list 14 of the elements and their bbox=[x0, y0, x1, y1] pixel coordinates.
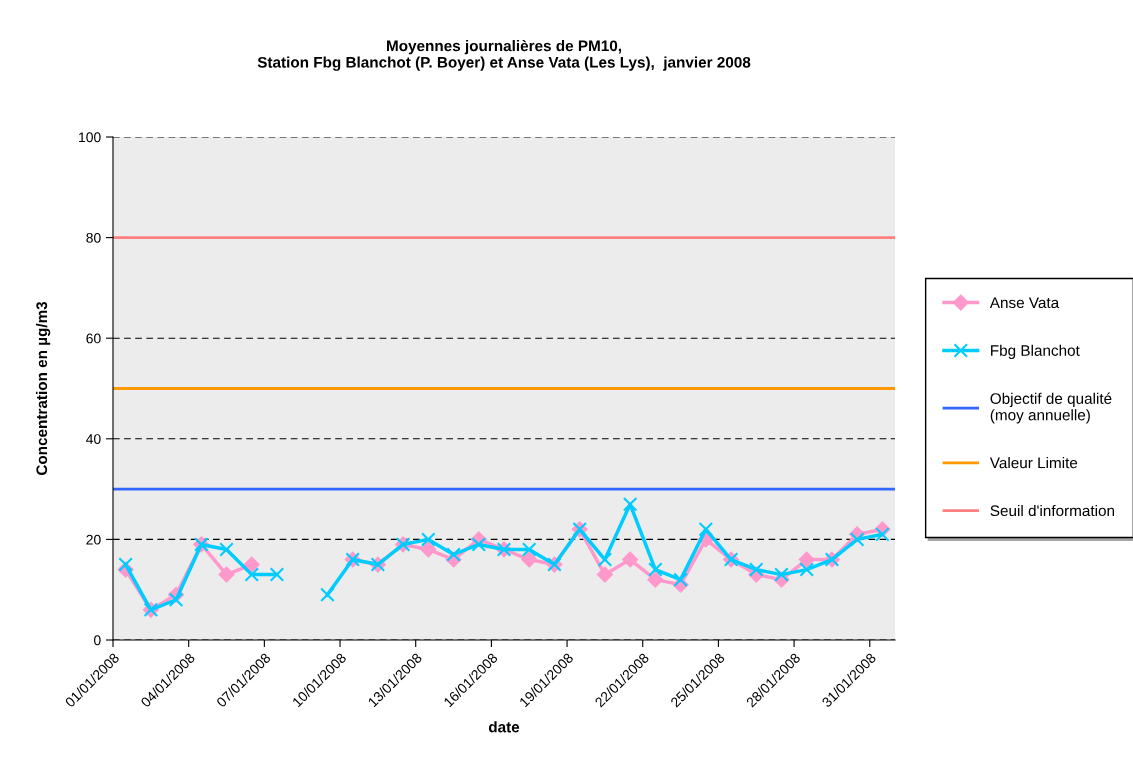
legend-label: Fbg Blanchot bbox=[991, 344, 1080, 359]
y-tick-label: 40 bbox=[86, 434, 101, 444]
legend-label: Objectif de qualité (moy annuelle) bbox=[990, 392, 1112, 424]
y-axis-title: Concentration en µg/m3 bbox=[35, 301, 51, 476]
legend-label: Anse Vata bbox=[989, 297, 1060, 309]
y-tick-label: 80 bbox=[86, 232, 101, 243]
y-tick-label: 0 bbox=[94, 635, 101, 646]
y-tick-label: 20 bbox=[86, 534, 101, 545]
legend-label: Valeur Limite bbox=[989, 457, 1078, 469]
chart-title: Moyennes journalières de PM10, Station Fbg Blanchot (P. Boyer) et Anse Vata (Les Lys), janvier 2008 bbox=[257, 39, 751, 71]
y-tick-label: 100 bbox=[79, 132, 101, 143]
y-tick-label: 60 bbox=[86, 333, 101, 344]
x-axis-title: date bbox=[488, 721, 520, 733]
legend-label: Seuil d'information bbox=[990, 504, 1115, 517]
